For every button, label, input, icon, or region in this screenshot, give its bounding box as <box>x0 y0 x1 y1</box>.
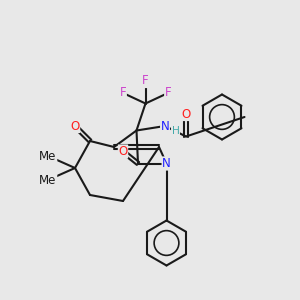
Text: O: O <box>70 119 80 133</box>
Text: N: N <box>160 119 169 133</box>
Text: O: O <box>182 107 190 121</box>
Text: F: F <box>142 74 149 88</box>
Text: Me: Me <box>39 173 57 187</box>
Text: F: F <box>120 86 126 100</box>
Text: Me: Me <box>39 149 57 163</box>
Text: F: F <box>165 86 171 100</box>
Text: H: H <box>172 126 179 136</box>
Text: O: O <box>118 145 127 158</box>
Text: N: N <box>162 157 171 170</box>
